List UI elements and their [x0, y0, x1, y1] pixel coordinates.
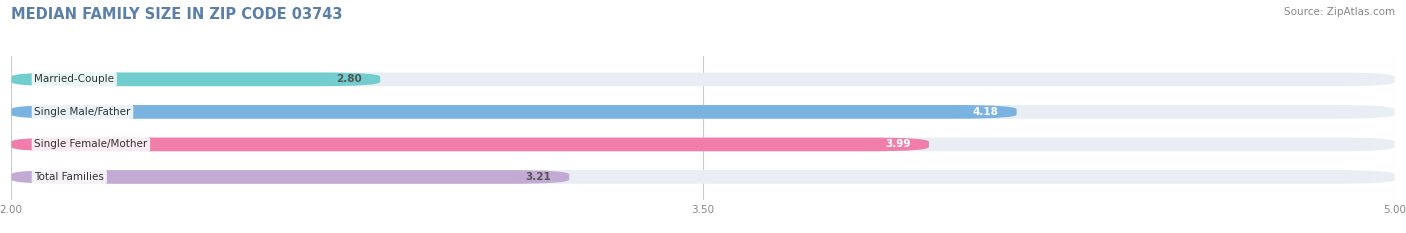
FancyBboxPatch shape [11, 137, 929, 151]
Text: Total Families: Total Families [34, 172, 104, 182]
FancyBboxPatch shape [11, 170, 569, 184]
FancyBboxPatch shape [11, 137, 1395, 151]
Text: Single Female/Mother: Single Female/Mother [34, 139, 148, 149]
Text: Single Male/Father: Single Male/Father [34, 107, 131, 117]
Text: Married-Couple: Married-Couple [34, 74, 114, 84]
FancyBboxPatch shape [11, 72, 380, 86]
Text: 4.18: 4.18 [973, 107, 998, 117]
Text: 3.21: 3.21 [524, 172, 551, 182]
FancyBboxPatch shape [11, 105, 1395, 119]
Text: MEDIAN FAMILY SIZE IN ZIP CODE 03743: MEDIAN FAMILY SIZE IN ZIP CODE 03743 [11, 7, 343, 22]
FancyBboxPatch shape [11, 72, 1395, 86]
FancyBboxPatch shape [11, 170, 1395, 184]
Text: 2.80: 2.80 [336, 74, 361, 84]
FancyBboxPatch shape [11, 105, 1017, 119]
Text: 3.99: 3.99 [884, 139, 911, 149]
Text: Source: ZipAtlas.com: Source: ZipAtlas.com [1284, 7, 1395, 17]
